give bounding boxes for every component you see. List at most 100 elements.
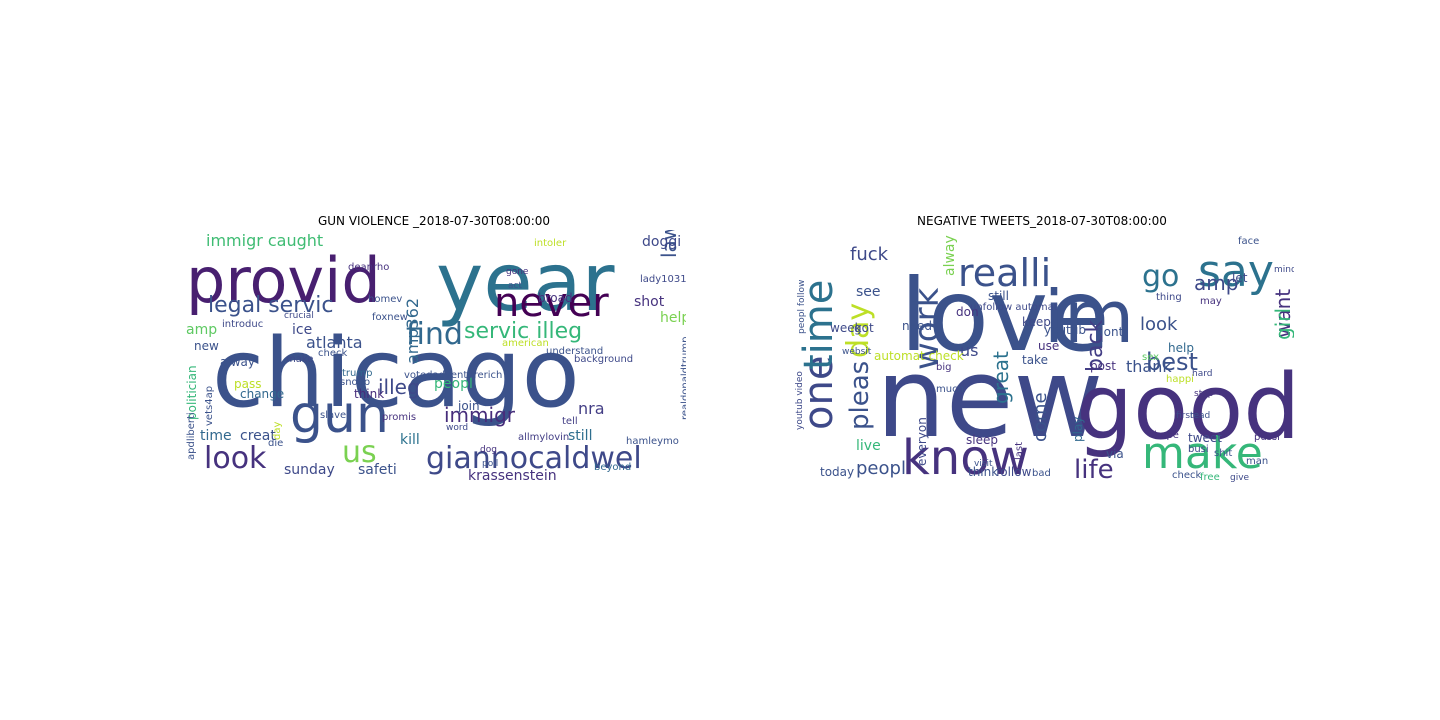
word-sunday: sunday	[284, 462, 335, 478]
word-everyon: everyon	[915, 417, 929, 466]
word-poll: poll	[482, 459, 498, 469]
word-mind: mind	[1274, 265, 1294, 275]
word-don: don	[956, 305, 979, 319]
word-peopl-follow: peopl follow	[797, 280, 807, 334]
word-play: play	[1071, 417, 1085, 442]
word-make: make	[1142, 428, 1263, 479]
word-understand: understand	[546, 346, 603, 357]
word-automat-check: automat check	[874, 349, 964, 363]
cloud-title-negative-tweets: NEGATIVE TWEETS_2018-07-30T08:00:00	[917, 214, 1167, 228]
word-im: im	[1044, 275, 1134, 359]
word-sex: sex	[1142, 352, 1159, 363]
word-hard: hard	[1192, 369, 1212, 379]
word-die: die	[268, 438, 283, 449]
word-back: back	[1083, 319, 1108, 372]
word-take: take	[1022, 353, 1048, 367]
word-us: us	[342, 435, 377, 470]
word-promis: promis	[382, 412, 416, 423]
wordcloud-gun-violence: chicago year provid never gun giannocaldwel fi…	[182, 230, 686, 482]
word-gone: gone	[506, 267, 529, 277]
word-realli: realli	[958, 251, 1051, 295]
word-us: us	[960, 341, 978, 360]
word-let: let	[1232, 271, 1248, 285]
word-stop: stop	[1194, 389, 1214, 399]
word-immigr: immigr	[444, 403, 516, 427]
word-visit: visit	[974, 459, 993, 469]
word-week: week	[830, 321, 862, 335]
word-dog: dog	[480, 445, 497, 455]
word-big: big	[936, 362, 951, 373]
word-vets4ap: vets4ap	[204, 386, 215, 426]
word-one: one	[796, 356, 842, 430]
word-trump: trump	[342, 368, 372, 379]
word-allmylovin: allmylovin	[518, 432, 569, 443]
word-homev: homev	[368, 294, 402, 305]
word-today: today	[820, 465, 854, 479]
word-need: need	[902, 319, 932, 333]
word-provid: provid	[186, 244, 381, 317]
word-find: find	[406, 317, 463, 352]
word-crucial: crucial	[284, 311, 314, 321]
word-giannocaldwel: giannocaldwel	[426, 441, 642, 476]
word-tweet: tweet	[1188, 431, 1222, 445]
word-use: use	[1038, 339, 1059, 353]
word-websit: websit	[842, 347, 872, 357]
word-alway: alway	[220, 355, 255, 369]
word-day: day	[272, 422, 283, 440]
word-live: live	[856, 438, 881, 454]
word-hope: hope	[1154, 430, 1179, 441]
word-law: law	[657, 230, 681, 258]
word-think: think	[968, 465, 998, 479]
word-chicago: chicago	[212, 319, 580, 429]
word-think: think	[354, 387, 384, 401]
word-may: may	[1200, 296, 1222, 307]
word-unfollow-automat: unfollow automat	[970, 302, 1058, 313]
word-introduc: introduc	[222, 319, 263, 330]
word-give: give	[1230, 473, 1250, 482]
word-life: life	[1074, 455, 1114, 482]
word-time: time	[796, 280, 842, 370]
word-american: american	[502, 338, 549, 349]
word-great: great	[989, 351, 1013, 404]
word-amp: amp	[1194, 271, 1238, 295]
word-pussi: pussi	[1254, 432, 1280, 443]
word-help: help	[1168, 341, 1194, 355]
word-still: still	[988, 289, 1009, 303]
word-illeg: illeg	[378, 375, 420, 399]
word-still: still	[568, 428, 592, 444]
word-keep: keep	[1022, 315, 1051, 329]
word-thank: thank	[1126, 357, 1172, 376]
word-kill: kill	[400, 432, 420, 448]
word-youtub-video: youtub video	[795, 371, 805, 430]
word-amp: amp	[186, 322, 217, 338]
wordcloud-negative-tweets: love new good im make know one time realli say go w…	[790, 230, 1294, 482]
word-sleep: sleep	[966, 433, 998, 447]
word-background: background	[574, 354, 633, 365]
word-love: love	[900, 257, 1110, 374]
word-join: join	[457, 399, 480, 413]
word-new: new	[194, 339, 219, 353]
word-alway: alway	[942, 235, 958, 276]
word-pass: pass	[234, 377, 261, 391]
word-beyond: beyond	[594, 462, 631, 473]
word-legal-servic: legal servic	[208, 293, 333, 318]
word-foxnew: foxnew	[372, 312, 408, 323]
word-help: help	[660, 310, 686, 326]
word-servic-illeg: servic illeg	[464, 319, 582, 344]
word-girl: girl	[1271, 308, 1294, 340]
word-tell: tell	[562, 416, 578, 427]
word-immigr-caught: immigr caught	[206, 231, 323, 250]
word-politician: politician	[185, 365, 199, 420]
word-krassenstein: krassenstein	[468, 468, 557, 482]
word-look: look	[1140, 314, 1178, 335]
word-fuck: fuck	[850, 244, 889, 265]
word-bad: bad	[1032, 468, 1051, 479]
word-youtub: youtub	[1044, 323, 1086, 337]
word-know: know	[902, 430, 1029, 482]
word-face: face	[1238, 236, 1259, 247]
word-day: day	[841, 303, 876, 358]
word-apdliberti: apdliberti	[186, 412, 197, 460]
word-votedadventurerich: votedadventurerich	[404, 370, 502, 381]
